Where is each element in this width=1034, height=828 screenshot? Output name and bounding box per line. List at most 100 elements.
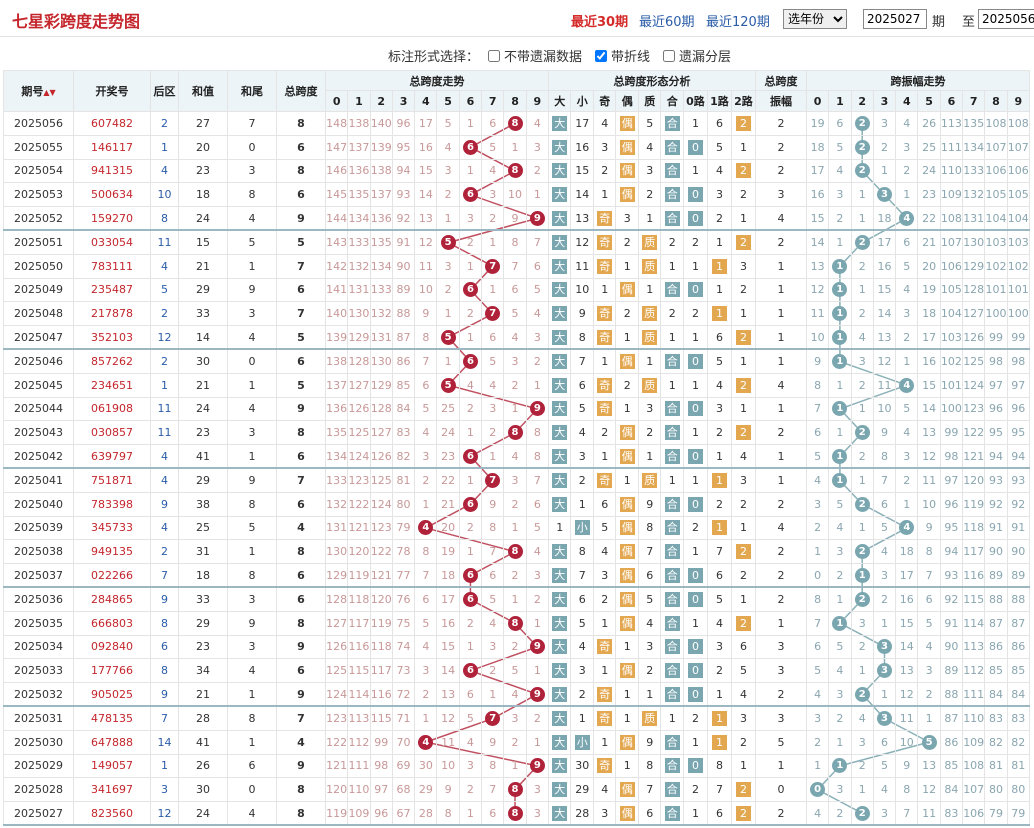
shape-tag: 合 (664, 163, 680, 179)
option-polyline[interactable]: 带折线 (595, 46, 650, 65)
amp-trend-cell: 2 (895, 325, 919, 351)
span-trend-cell: 1 (525, 658, 549, 684)
table-row: 2025027 823560 12 24 4 8 119 109 96 67 28 8 1 6 8 3 大 28 3… (3, 801, 1030, 827)
period-30-link[interactable]: 最近30期 (571, 15, 629, 30)
sum-cell: 34 (178, 658, 228, 684)
amp-ball: 3 (877, 663, 892, 679)
shape-cell: 6 (570, 372, 594, 398)
amp-trend-cell: 13 (917, 420, 941, 446)
amp-trend-cell: 2 (850, 634, 874, 660)
amp-trend-cell: 82 (984, 729, 1008, 755)
amp-trend-cell: 16 (805, 182, 830, 208)
back-zone-cell: 4 (150, 253, 179, 279)
issue-header[interactable]: 期号▲▼ (3, 70, 74, 112)
span-trend-cell: 123 (347, 467, 371, 493)
span-trend-cell: 13 (414, 206, 438, 232)
sum-cell: 41 (178, 729, 228, 755)
draw-number-cell: 149057 (73, 753, 151, 779)
option-no-omission[interactable]: 不带遗漏数据 (488, 46, 582, 65)
period-60-link[interactable]: 最近60期 (639, 15, 695, 30)
shape-cell: 2 (730, 229, 756, 255)
span-trend-cell: 11 (414, 253, 438, 279)
shape-tag: 大 (552, 329, 568, 345)
span-trend-cell: 74 (391, 634, 416, 660)
shape-cell: 30 (570, 753, 594, 779)
table-row: 2025048 217878 2 33 3 7 140 130 132 88 9 1 2 7 5 4 大 9 奇 2 质… (3, 301, 1030, 327)
span-trend-cell: 69 (391, 753, 416, 779)
issue-cell: 2025046 (3, 348, 74, 374)
omission-layers-checkbox[interactable] (663, 49, 675, 62)
shape-cell: 偶 (615, 563, 639, 589)
span-trend-cell: 1 (436, 301, 460, 327)
span-trend-cell: 1 (458, 111, 483, 136)
span-ball: 7 (485, 711, 501, 727)
back-zone-cell: 8 (150, 610, 179, 636)
shape-cell: 2 (615, 301, 639, 327)
span-trend-cell: 1 (481, 444, 505, 470)
option-omission-layers[interactable]: 遗漏分层 (663, 46, 731, 65)
sort-icon[interactable]: ▲▼ (43, 88, 56, 97)
span-trend-cell: 79 (391, 515, 416, 541)
table-row: 2025052 159270 8 24 4 9 144 134 136 92 13 1 3 2 9 9 大 13 奇… (3, 206, 1030, 232)
amp-cell: 2 (754, 134, 807, 160)
span-trend-cell: 8 (503, 801, 527, 827)
back-zone-cell: 2 (150, 539, 179, 565)
shape-cell: 6 (730, 634, 756, 660)
sum-tail-cell: 0 (227, 348, 277, 374)
shape-tag: 奇 (597, 306, 613, 322)
shape-cell: 奇 (592, 705, 617, 731)
shape-cell: 合 (660, 658, 684, 684)
amp-trend-cell: 85 (939, 753, 964, 779)
amp-trend-cell: 12 (895, 682, 919, 708)
polyline-checkbox[interactable] (595, 49, 607, 62)
span-ball: 9 (529, 639, 545, 655)
span-trend-cell: 17 (436, 586, 460, 612)
shape-cell: 2 (730, 182, 756, 208)
from-issue-input[interactable] (863, 9, 927, 29)
shape-cell: 1 (682, 420, 708, 446)
amp-trend-cell: 83 (984, 705, 1008, 731)
shape-tag: 大 (552, 805, 568, 821)
back-zone-cell: 4 (150, 515, 179, 541)
amp-digit-header: 0 (805, 90, 830, 112)
amp-trend-cell: 84 (939, 777, 964, 803)
amp-trend-cell: 26 (917, 111, 941, 136)
to-issue-input[interactable] (978, 9, 1034, 29)
span-trend-cell: 23 (436, 444, 460, 470)
shape-cell: 奇 (592, 634, 617, 660)
amp-trend-cell: 3 (872, 658, 897, 684)
amp-cell: 1 (754, 396, 807, 422)
amp-trend-cell: 80 (984, 777, 1008, 803)
shape-cell: 3 (615, 206, 639, 232)
shape-cell: 2 (730, 801, 756, 827)
amp-ball: 2 (854, 805, 870, 821)
shape-col-header: 1路 (706, 90, 732, 112)
amp-trend-cell: 2 (850, 753, 874, 779)
shape-cell: 大 (547, 801, 572, 827)
shape-cell: 1 (615, 682, 639, 708)
span-ball: 6 (462, 567, 478, 583)
issue-cell: 2025044 (3, 396, 74, 422)
no-omission-checkbox[interactable] (488, 49, 500, 62)
period-120-link[interactable]: 最近120期 (706, 15, 770, 30)
shape-tag: 1 (711, 473, 727, 489)
span-trend-cell: 19 (436, 539, 460, 565)
span-trend-header: 总跨度走势 (325, 70, 549, 91)
shape-cell: 2 (570, 682, 594, 708)
amp-trend-cell: 132 (962, 182, 986, 208)
amp-trend-cell: 1 (828, 253, 852, 279)
span-cell: 6 (276, 444, 326, 470)
span-trend-cell: 7 (414, 348, 438, 374)
shape-tag: 大 (552, 496, 568, 512)
sum-cell: 18 (178, 563, 228, 589)
back-zone-cell: 10 (150, 182, 179, 208)
span-trend-cell: 118 (347, 586, 371, 612)
amp-trend-cell: 97 (939, 467, 964, 493)
amp-ball: 1 (832, 306, 848, 322)
amp-trend-cell: 5 (828, 634, 852, 660)
span-trend-cell: 10 (414, 277, 438, 303)
span-trend-cell: 2 (458, 777, 483, 803)
span-trend-cell: 128 (369, 396, 393, 422)
year-select[interactable]: 选年份 (783, 9, 847, 29)
shape-cell: 4 (592, 539, 617, 565)
